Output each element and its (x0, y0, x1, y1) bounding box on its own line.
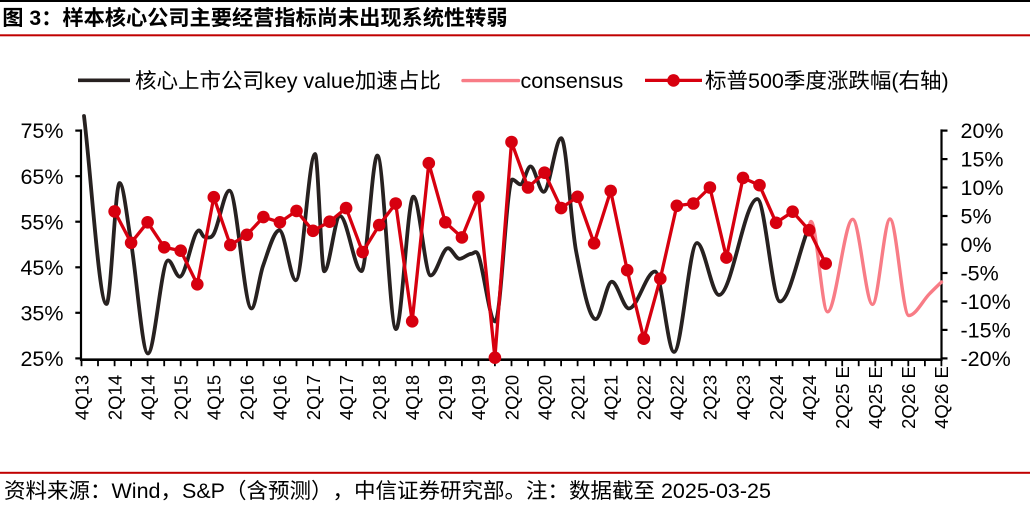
svg-text:4Q14: 4Q14 (137, 375, 158, 420)
svg-text:4Q25 E: 4Q25 E (865, 366, 886, 429)
svg-text:45%: 45% (20, 256, 63, 280)
svg-text:-5%: -5% (961, 262, 999, 286)
svg-text:2Q19: 2Q19 (435, 375, 456, 420)
svg-text:75%: 75% (20, 119, 63, 143)
svg-text:20%: 20% (961, 119, 1004, 143)
svg-text:consensus: consensus (521, 69, 624, 93)
svg-text:4Q19: 4Q19 (468, 375, 489, 420)
svg-text:4Q20: 4Q20 (534, 375, 555, 420)
svg-text:4Q15: 4Q15 (204, 375, 225, 420)
svg-text:2Q21: 2Q21 (567, 375, 588, 420)
svg-text:(: ( (891, 69, 899, 93)
svg-text:-15%: -15% (961, 319, 1011, 343)
svg-text:Wind: Wind (112, 479, 161, 503)
svg-text:25%: 25% (20, 347, 63, 371)
svg-text:2Q25 E: 2Q25 E (832, 366, 853, 429)
svg-text:2Q24: 2Q24 (766, 375, 787, 420)
svg-text:2Q26 E: 2Q26 E (898, 366, 919, 429)
svg-text:15%: 15% (961, 148, 1004, 172)
svg-text:4Q17: 4Q17 (336, 375, 357, 420)
svg-text:-10%: -10% (961, 290, 1011, 314)
svg-text:500: 500 (748, 69, 784, 93)
svg-text:-20%: -20% (961, 347, 1011, 371)
svg-text:2Q20: 2Q20 (501, 375, 522, 420)
svg-text:2Q16: 2Q16 (237, 375, 258, 420)
svg-text:2Q22: 2Q22 (634, 375, 655, 420)
svg-text:4Q18: 4Q18 (402, 375, 423, 420)
svg-text:2025-03-25: 2025-03-25 (655, 479, 771, 503)
svg-text:55%: 55% (20, 210, 63, 234)
svg-text:2Q23: 2Q23 (700, 375, 721, 420)
svg-text:4Q26 E: 4Q26 E (931, 366, 952, 429)
svg-text:2Q18: 2Q18 (369, 375, 390, 420)
svg-text:4Q16: 4Q16 (270, 375, 291, 420)
svg-text:4Q13: 4Q13 (71, 375, 92, 420)
svg-text:35%: 35% (20, 301, 63, 325)
svg-text:key value: key value (264, 69, 355, 93)
svg-text:4Q21: 4Q21 (601, 375, 622, 420)
svg-text:5%: 5% (961, 205, 992, 229)
svg-text:2Q15: 2Q15 (171, 375, 192, 420)
svg-text:4Q22: 4Q22 (667, 375, 688, 420)
svg-text:0%: 0% (961, 233, 992, 257)
svg-text:4Q23: 4Q23 (733, 375, 754, 420)
svg-text:4Q24: 4Q24 (799, 375, 820, 420)
svg-text:2Q17: 2Q17 (303, 375, 324, 420)
svg-text:3: 3 (24, 7, 42, 30)
svg-text:): ) (942, 69, 949, 93)
svg-text:2Q14: 2Q14 (104, 375, 125, 420)
svg-text:10%: 10% (961, 176, 1004, 200)
svg-text:S&P: S&P (182, 479, 225, 503)
svg-text:65%: 65% (20, 165, 63, 189)
